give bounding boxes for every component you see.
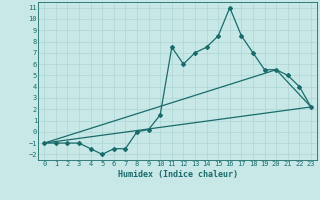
X-axis label: Humidex (Indice chaleur): Humidex (Indice chaleur) [118,170,238,179]
